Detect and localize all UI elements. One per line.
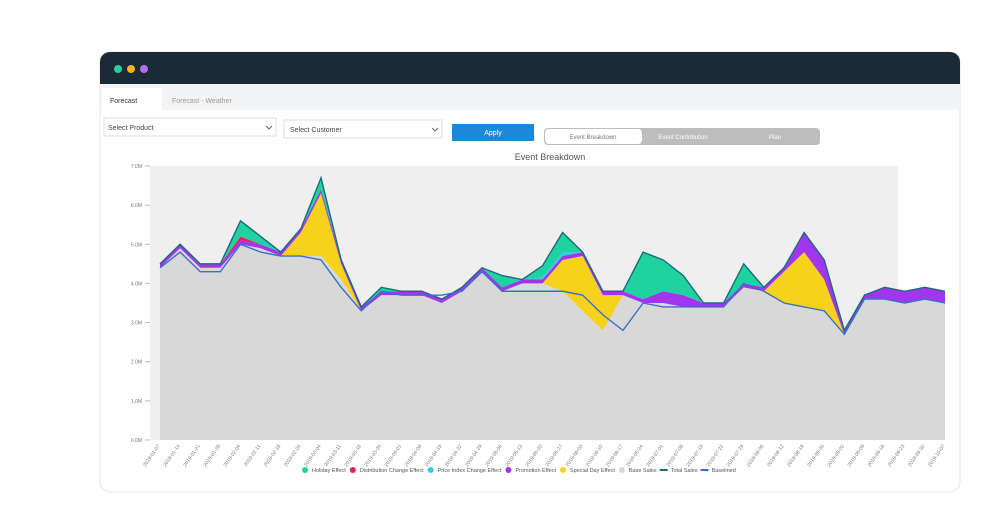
line — [159, 175, 946, 333]
apply-button[interactable] — [452, 124, 534, 141]
area — [160, 244, 945, 440]
legend-label: Baselined — [712, 468, 736, 474]
tab-label[interactable]: Forecast - Weather — [172, 98, 232, 105]
product-select[interactable] — [103, 117, 277, 137]
tab[interactable] — [102, 88, 162, 110]
legend-item: Price Index Change Effect — [427, 467, 502, 474]
view-option[interactable] — [545, 129, 642, 144]
select-label[interactable]: Select Customer — [290, 127, 342, 134]
legend-item: Distribution Change Effect — [349, 467, 424, 474]
tab-label[interactable]: Forecast — [110, 98, 137, 105]
y-tick-label: 7.0M — [131, 164, 142, 170]
legend-item: Holiday Effect — [302, 467, 346, 474]
legend-label: Special Day Effect — [570, 468, 615, 474]
view-label[interactable]: Event Contribution — [658, 135, 707, 141]
legend-swatch — [349, 467, 356, 473]
select-label[interactable]: Select Product — [108, 125, 154, 132]
window-dot — [114, 65, 122, 73]
legend-label: Holiday Effect — [312, 468, 346, 474]
caret — [431, 127, 439, 132]
window-dot — [127, 65, 135, 73]
legend-label: Price Index Change Effect — [438, 468, 502, 474]
tab-bar — [100, 84, 960, 110]
window-dot — [140, 65, 148, 73]
legend-label: Distribution Change Effect — [360, 468, 424, 474]
y-tick-label: 2.0M — [131, 360, 142, 366]
legend-item: Baselined — [700, 468, 736, 474]
legend-swatch — [560, 467, 567, 473]
legend-label: Total Sales — [671, 468, 698, 474]
legend-item: Special Day Effect — [560, 467, 615, 474]
legend-item: Base Sales — [618, 467, 657, 474]
customer-select[interactable] — [283, 119, 443, 139]
legend-item: Promotion Effect — [505, 467, 556, 474]
chart-title: Event Breakdown — [515, 152, 586, 162]
legend-swatch — [618, 467, 625, 473]
legend-label: Promotion Effect — [515, 468, 556, 474]
legend-item: Total Sales — [659, 468, 698, 474]
legend-label: Base Sales — [629, 468, 657, 474]
caret — [265, 125, 273, 130]
y-tick-label: 0.0M — [131, 438, 142, 444]
legend-swatch — [302, 467, 308, 473]
area — [160, 189, 945, 335]
y-tick-label: 5.0M — [131, 242, 142, 248]
y-tick-label: 1.0M — [131, 399, 142, 405]
button-label[interactable]: Apply — [484, 130, 502, 137]
view-label[interactable]: Event Breakdown — [569, 135, 616, 141]
y-tick-label: 6.0M — [131, 203, 142, 209]
area — [160, 177, 945, 331]
legend-swatch — [505, 467, 512, 473]
y-tick-label: 3.0M — [131, 321, 142, 327]
line — [159, 243, 946, 336]
view-label[interactable]: Plan — [769, 135, 781, 141]
y-tick-label: 4.0M — [131, 281, 142, 287]
legend-swatch — [427, 467, 434, 473]
title-bar — [100, 52, 960, 84]
